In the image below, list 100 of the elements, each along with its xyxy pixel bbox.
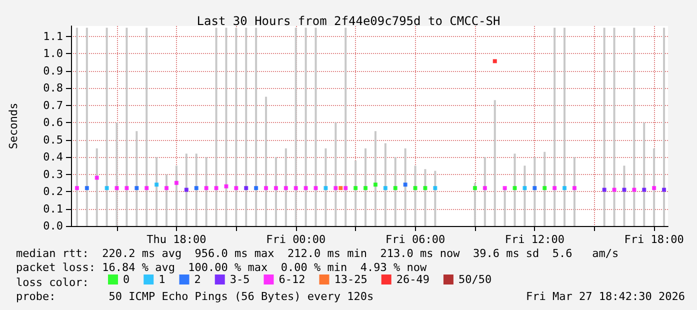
point — [334, 186, 338, 190]
point — [164, 186, 169, 190]
point — [393, 186, 398, 190]
bar — [424, 169, 426, 226]
legend-title: loss color: — [16, 276, 89, 289]
x-tick-label: Thu 18:00 — [146, 233, 206, 246]
point — [214, 186, 218, 190]
y-tick-label: 0.0 — [43, 220, 63, 232]
y-tick-label: 1.0 — [43, 47, 63, 60]
bar — [156, 157, 158, 226]
point — [642, 188, 646, 192]
bar — [215, 28, 218, 226]
legend-label: 0 — [123, 273, 130, 286]
bar — [564, 28, 566, 226]
bar — [76, 28, 78, 226]
y-tick-label: 0.5 — [43, 133, 63, 146]
bar — [534, 157, 536, 226]
point — [472, 186, 477, 190]
text: packet loss: 16.84 % avg 100.00 % max 0.00 % min 4.93 % now — [16, 261, 427, 274]
point — [244, 186, 248, 190]
bar — [175, 166, 178, 226]
point — [74, 186, 79, 190]
point — [562, 186, 567, 190]
bar — [185, 154, 188, 226]
y-axis-title: Seconds — [7, 102, 20, 150]
bar — [514, 154, 516, 226]
point — [264, 186, 268, 190]
y-tick-label: 1.1 — [43, 30, 63, 43]
bar — [364, 148, 367, 226]
x-tick-label: Fri 12:00 — [504, 233, 564, 246]
bar — [524, 166, 526, 226]
point — [114, 186, 119, 190]
point — [602, 188, 606, 192]
bar — [663, 28, 666, 226]
bar — [573, 157, 576, 226]
bar — [166, 174, 168, 226]
y-tick-label: 0.6 — [43, 116, 63, 130]
point — [632, 188, 636, 192]
point — [174, 180, 178, 185]
point — [662, 188, 666, 192]
point — [274, 186, 278, 190]
bar — [284, 148, 287, 226]
bar — [324, 148, 327, 226]
x-tick-label: Fri 00:00 — [266, 233, 326, 246]
point — [433, 186, 438, 190]
point — [204, 186, 208, 190]
point — [184, 188, 188, 192]
point — [134, 186, 139, 190]
point — [652, 186, 656, 190]
bar — [274, 157, 277, 226]
y-tick-label: 0.1 — [43, 202, 63, 216]
point — [482, 186, 487, 190]
bar — [414, 166, 416, 226]
point — [344, 186, 348, 190]
bar — [394, 157, 396, 226]
legend-label: 13-25 — [334, 273, 368, 286]
bar — [255, 28, 258, 226]
y-tick-label: 0.8 — [43, 82, 63, 95]
point — [542, 186, 547, 190]
bar — [245, 28, 248, 226]
point — [423, 186, 428, 190]
point — [324, 186, 328, 190]
point — [338, 186, 343, 190]
x-tick-label: Fri 18:00 — [624, 233, 684, 246]
point — [354, 186, 358, 190]
bar — [344, 28, 347, 226]
point — [224, 184, 228, 188]
bar — [653, 148, 656, 226]
bar — [504, 188, 506, 226]
bar — [434, 170, 436, 226]
y-tick-label: 0.3 — [43, 168, 63, 181]
point — [144, 186, 149, 190]
bar — [544, 152, 546, 226]
point — [612, 188, 616, 192]
point — [304, 186, 308, 190]
point — [234, 186, 238, 190]
point — [492, 59, 497, 64]
bar — [136, 131, 138, 226]
bar — [603, 28, 606, 226]
bar — [225, 28, 228, 226]
point — [124, 186, 129, 190]
point — [532, 186, 537, 190]
point — [373, 182, 378, 187]
bar — [633, 28, 636, 226]
bar — [494, 100, 496, 226]
point — [512, 186, 517, 190]
bar — [195, 154, 198, 226]
point — [552, 186, 557, 190]
bar — [86, 28, 88, 226]
point — [522, 186, 527, 190]
bar — [613, 28, 616, 226]
x-tick-label: Fri 06:00 — [385, 233, 446, 246]
bar — [474, 182, 476, 226]
point — [284, 186, 288, 190]
bar — [554, 28, 556, 226]
point — [294, 186, 298, 190]
point — [94, 176, 99, 180]
bar — [354, 160, 357, 226]
text: probe: 50 ICMP Echo Pings (56 Bytes) every 120s — [16, 290, 374, 303]
point — [502, 186, 507, 190]
